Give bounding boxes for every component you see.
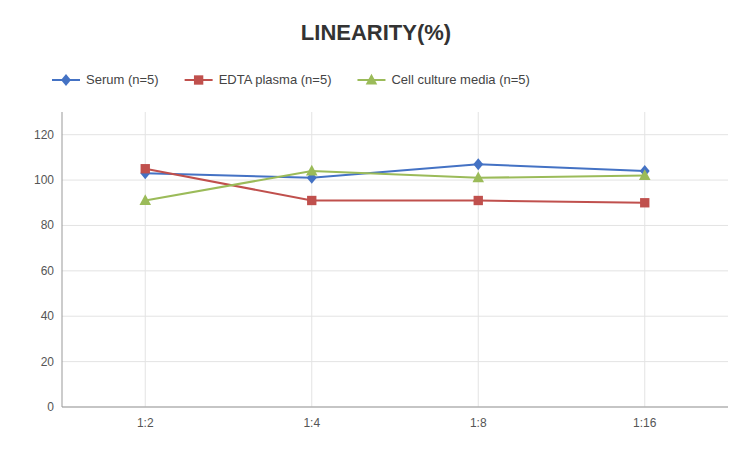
data-point [306,165,318,176]
chart-title: LINEARITY(%) [301,20,451,45]
data-point [473,158,483,170]
series-2 [139,165,650,205]
data-point [141,164,150,173]
data-point [307,196,316,205]
legend-swatch-marker [194,75,203,84]
grid [62,112,728,407]
y-grid-line [62,180,728,181]
series-0 [140,158,649,184]
legend-item: EDTA plasma (n=5) [185,72,332,87]
x-tick-label: 1:2 [137,416,154,430]
y-grid-line [62,134,728,135]
chart-container: LINEARITY(%) 0 20 40 60 80 100 120 1:2 1:4 1:8 1:16… [0,0,752,451]
series-line [145,171,645,201]
y-grid-line [62,407,728,408]
y-grid-line [62,316,728,317]
y-tick-label: 0 [47,400,54,414]
series-1 [141,164,650,207]
legend-label: Serum (n=5) [86,72,159,87]
legend-swatch-marker [366,74,378,85]
legend-label: EDTA plasma (n=5) [219,72,332,87]
x-tick-label: 1:4 [303,416,320,430]
legend-label: Cell culture media (n=5) [391,72,529,87]
data-point [640,198,649,207]
legend: Serum (n=5) EDTA plasma (n=5) Cell culture… [52,72,530,87]
x-tick-label: 1:8 [470,416,487,430]
data-point [474,196,483,205]
y-axis-line [62,112,63,407]
x-grid-line [311,112,312,407]
axes: 0 20 40 60 80 100 120 1:2 1:4 1:8 1:16 [34,112,728,430]
legend-item: Serum (n=5) [52,72,159,87]
y-tick-label: 20 [41,355,55,369]
y-tick-label: 100 [34,173,54,187]
y-grid-line [62,361,728,362]
series-line [145,169,645,203]
y-tick-label: 80 [41,218,55,232]
legend-swatch-marker [61,74,71,86]
marks [139,158,650,207]
x-grid-line [478,112,479,407]
data-point [139,194,151,205]
y-tick-label: 60 [41,264,55,278]
x-axis-line [62,407,728,408]
x-grid-line [145,112,146,407]
y-tick-label: 40 [41,309,55,323]
data-point [472,171,484,182]
x-grid-line [644,112,645,407]
y-grid-line [62,270,728,271]
y-tick-label: 120 [34,128,54,142]
legend-item: Cell culture media (n=5) [357,72,529,87]
data-point [639,169,651,180]
x-tick-label: 1:16 [633,416,657,430]
chart-svg: LINEARITY(%) 0 20 40 60 80 100 120 1:2 1:4 1:8 1:16… [0,0,752,451]
y-grid-line [62,225,728,226]
